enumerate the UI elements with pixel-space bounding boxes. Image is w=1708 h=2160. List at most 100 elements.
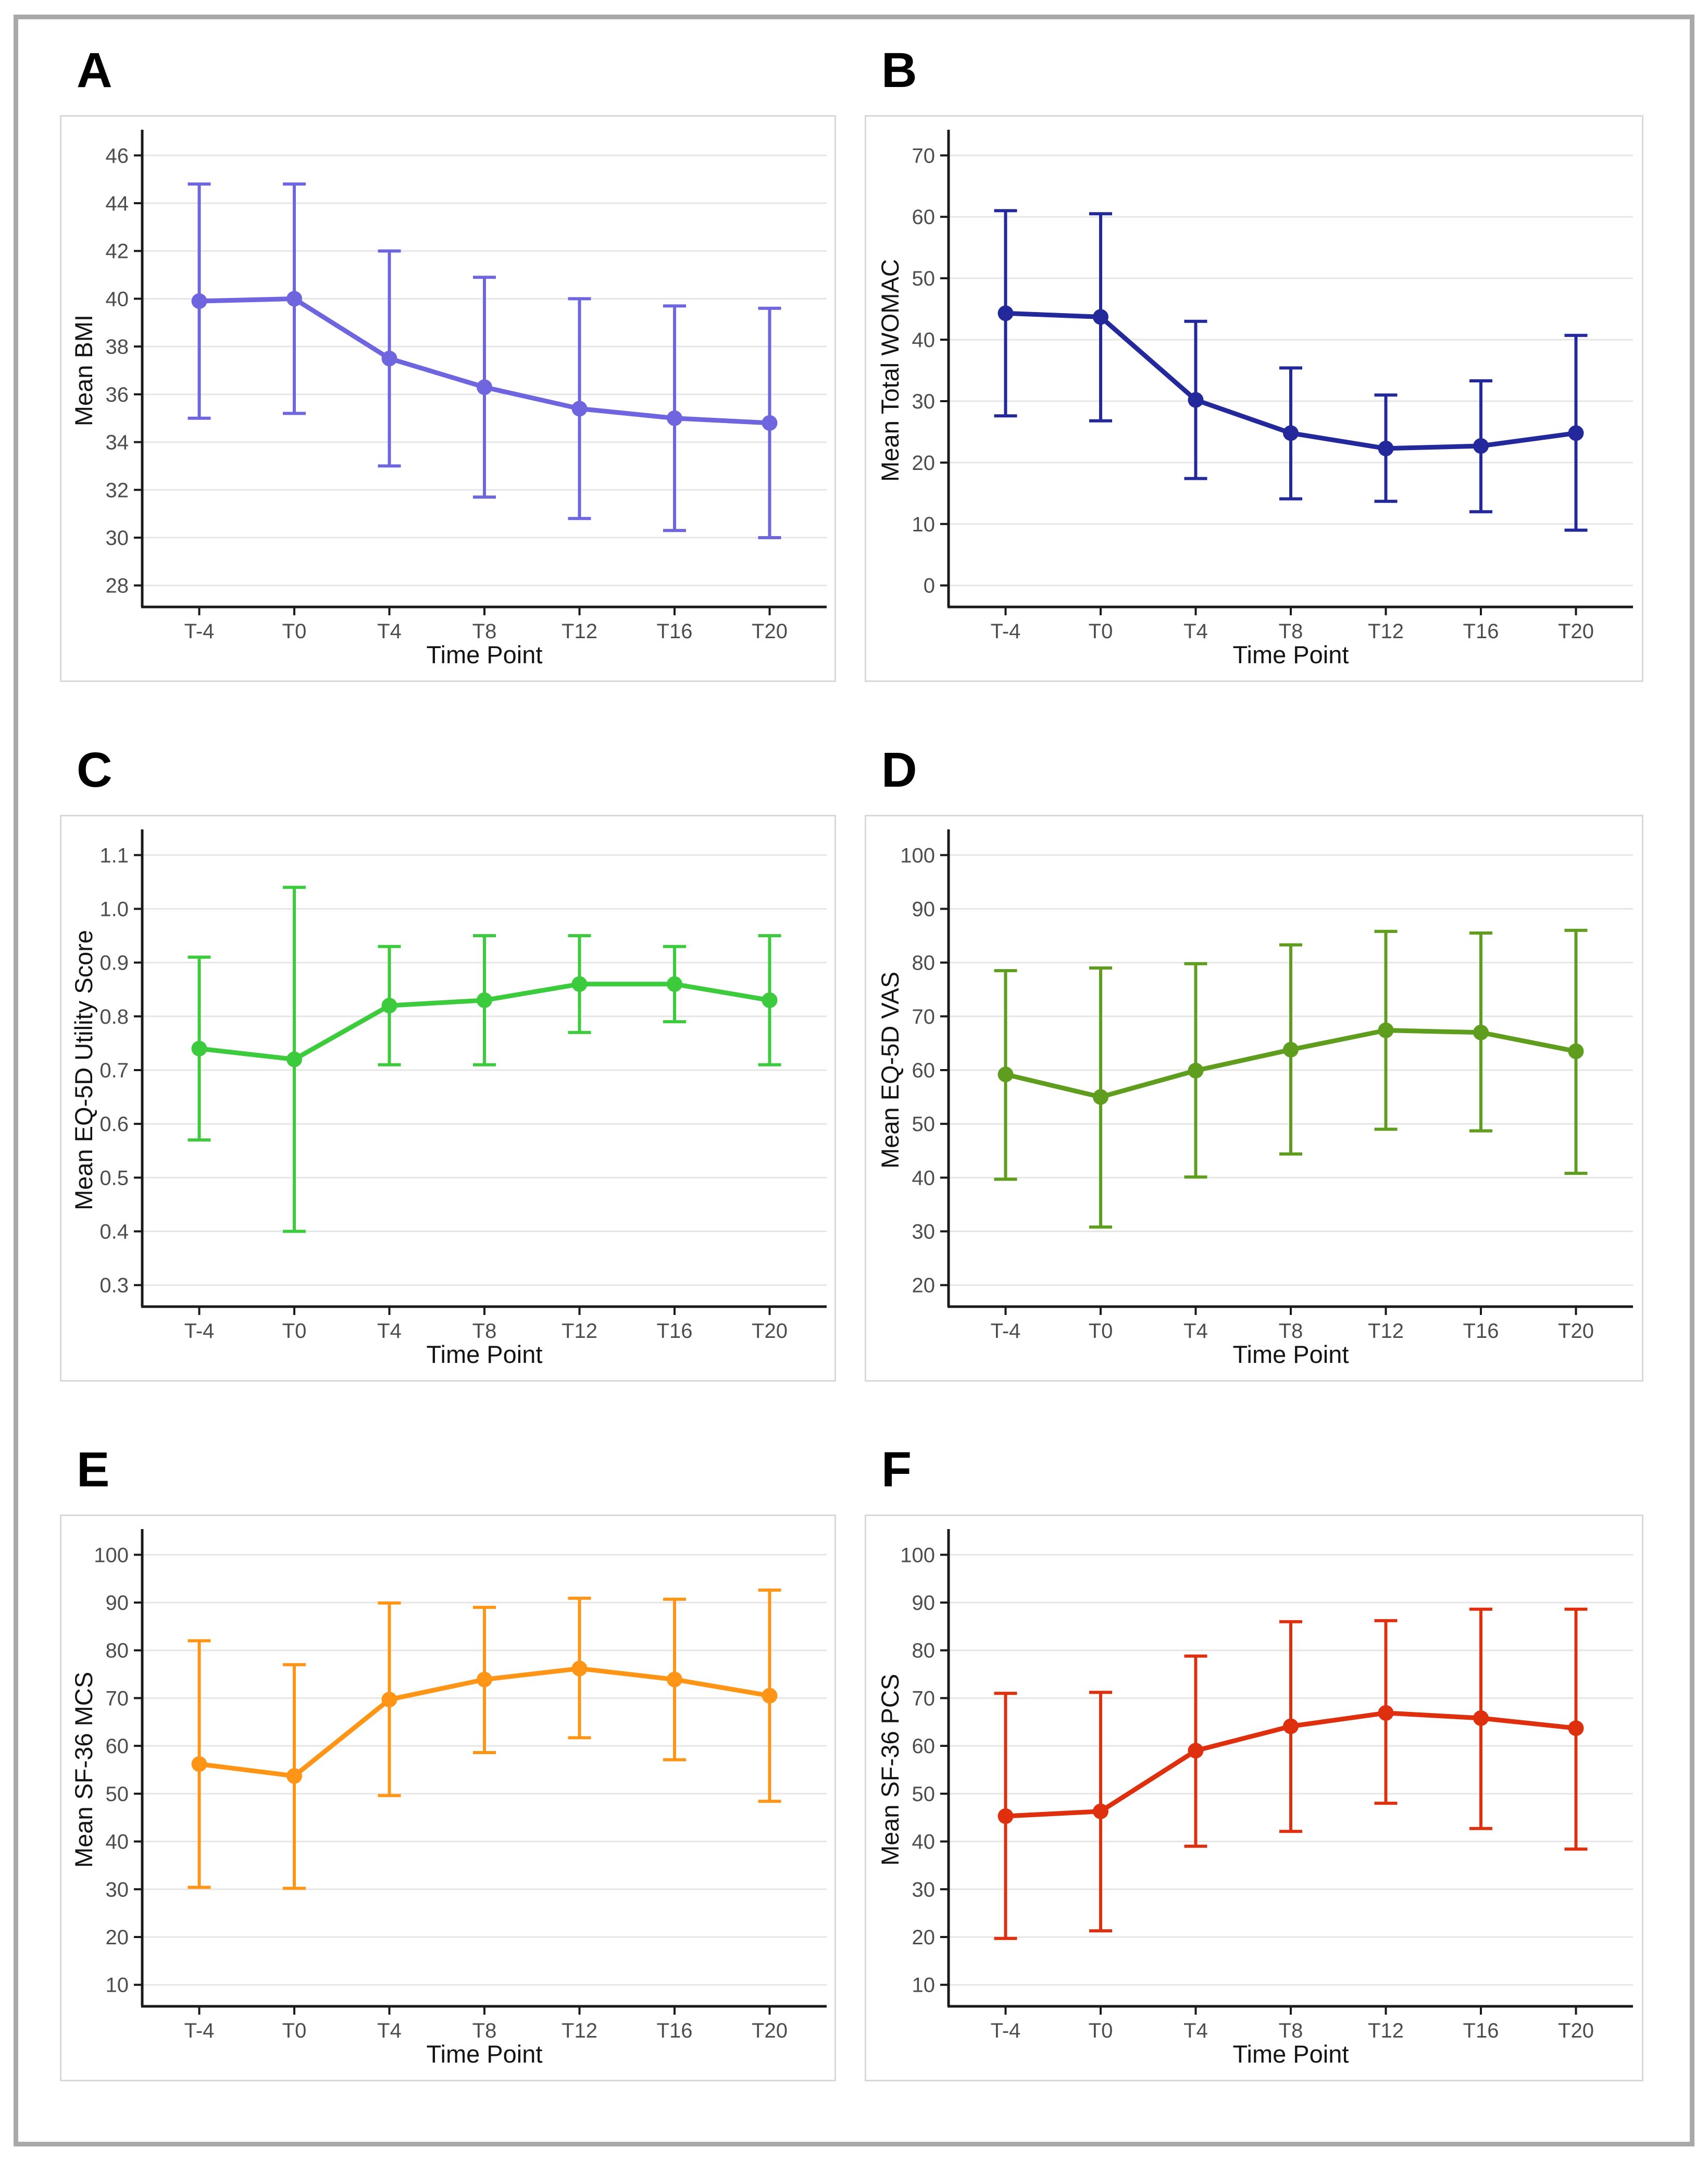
svg-text:T4: T4 (1183, 620, 1208, 643)
x-axis: T-4 T0 T4 T8 T12 T16 T20 (141, 1305, 827, 1343)
error-bars (994, 928, 1587, 1229)
svg-text:T20: T20 (752, 620, 788, 643)
svg-text:T8: T8 (1278, 2019, 1303, 2042)
svg-text:30: 30 (912, 1878, 935, 1901)
y-axis-title: Mean SF-36 MCS (70, 1672, 97, 1868)
svg-text:1.1: 1.1 (99, 844, 129, 867)
svg-text:T16: T16 (1463, 2019, 1499, 2042)
svg-text:50: 50 (106, 1783, 129, 1806)
svg-text:1.0: 1.0 (99, 898, 129, 921)
svg-text:30: 30 (106, 1878, 129, 1901)
x-axis: T-4 T0 T4 T8 T12 T16 T20 (947, 1305, 1633, 1343)
svg-text:T20: T20 (1558, 620, 1594, 643)
svg-text:42: 42 (106, 240, 129, 263)
svg-text:T-4: T-4 (990, 1320, 1020, 1343)
svg-text:T4: T4 (377, 2019, 402, 2042)
data-points (191, 976, 778, 1067)
svg-text:40: 40 (912, 1831, 935, 1854)
svg-text:T20: T20 (1558, 2019, 1594, 2042)
svg-text:T-4: T-4 (184, 2019, 215, 2042)
svg-text:70: 70 (912, 1687, 935, 1710)
svg-text:100: 100 (900, 1544, 935, 1567)
y-axis: 28 30 32 34 36 38 40 42 44 46 (106, 130, 144, 607)
panel-d-letter: D (881, 742, 918, 798)
chart-b-mean-total-womac: 0 10 20 30 40 50 60 70 T-4 T0 T4 T8 T12 T16 T20 Time Po… (876, 130, 1633, 668)
svg-text:0.7: 0.7 (99, 1059, 129, 1082)
y-axis: 10 20 30 40 50 60 70 80 90 100 (94, 1529, 144, 2006)
data-points (998, 305, 1584, 456)
svg-text:60: 60 (912, 1059, 935, 1082)
panel-e: E 10 20 30 40 50 60 70 80 90 100 T-4 T0 T4 T8 T12 T16 T2… (60, 1445, 836, 2081)
panel-e-box: 10 20 30 40 50 60 70 80 90 100 T-4 T0 T4 T8 T12 T16 T20 T… (60, 1515, 836, 2081)
svg-text:30: 30 (912, 1221, 935, 1244)
svg-text:46: 46 (106, 144, 129, 167)
svg-text:60: 60 (106, 1735, 129, 1758)
svg-text:T16: T16 (657, 2019, 693, 2042)
svg-text:40: 40 (912, 329, 935, 352)
svg-text:0.6: 0.6 (99, 1113, 129, 1136)
chart-a-mean-bmi: 28 30 32 34 36 38 40 42 44 46 T-4 T0 T4 T8 T12 T16 T20 Ti… (70, 130, 827, 668)
svg-text:T0: T0 (282, 2019, 307, 2042)
svg-text:T16: T16 (657, 1320, 693, 1343)
chart-d-mean-eq5d-vas: 20 30 40 50 60 70 80 90 100 T-4 T0 T4 T8 T12 T16 T20 Tim… (876, 829, 1633, 1368)
svg-text:T12: T12 (1368, 620, 1404, 643)
svg-text:70: 70 (912, 1005, 935, 1028)
svg-text:70: 70 (912, 144, 935, 167)
data-points (191, 291, 778, 431)
svg-text:90: 90 (912, 1592, 935, 1615)
y-axis: 0 10 20 30 40 50 60 70 (912, 130, 950, 607)
x-axis-title: Time Point (427, 641, 543, 668)
svg-text:0.3: 0.3 (99, 1274, 129, 1297)
x-axis: T-4 T0 T4 T8 T12 T16 T20 (141, 2005, 827, 2042)
svg-text:34: 34 (106, 431, 129, 454)
panel-grid: A 28 30 32 34 36 38 40 42 44 46 T-4 T0 T4 T8 T12 T16 T20… (60, 46, 1643, 2081)
x-axis-title: Time Point (1232, 2040, 1349, 2068)
svg-text:40: 40 (106, 288, 129, 311)
svg-text:T8: T8 (472, 2019, 497, 2042)
svg-text:T4: T4 (377, 620, 402, 643)
x-axis-title: Time Point (1232, 641, 1349, 668)
svg-text:0.4: 0.4 (99, 1221, 129, 1244)
y-axis-title: Mean Total WOMAC (876, 259, 904, 481)
x-axis-title: Time Point (427, 2040, 543, 2068)
svg-text:90: 90 (106, 1592, 129, 1615)
svg-text:80: 80 (106, 1640, 129, 1662)
svg-text:T-4: T-4 (990, 620, 1020, 643)
svg-text:T-4: T-4 (184, 1320, 215, 1343)
svg-text:50: 50 (912, 1783, 935, 1806)
svg-text:T0: T0 (1088, 2019, 1113, 2042)
svg-text:50: 50 (912, 1113, 935, 1136)
svg-text:38: 38 (106, 336, 129, 358)
svg-text:T12: T12 (1368, 1320, 1404, 1343)
svg-text:30: 30 (912, 390, 935, 413)
svg-text:28: 28 (106, 575, 129, 598)
x-axis: T-4 T0 T4 T8 T12 T16 T20 (141, 605, 827, 643)
panel-f-letter: F (881, 1442, 913, 1497)
svg-text:44: 44 (106, 192, 129, 215)
data-points (998, 1022, 1584, 1105)
svg-text:90: 90 (912, 898, 935, 921)
svg-text:20: 20 (106, 1926, 129, 1949)
svg-text:60: 60 (912, 206, 935, 229)
svg-text:0.5: 0.5 (99, 1166, 129, 1189)
error-bars (188, 182, 781, 539)
svg-text:T16: T16 (1463, 1320, 1499, 1343)
svg-text:T8: T8 (472, 1320, 497, 1343)
panel-b-letter: B (881, 43, 918, 98)
svg-text:T8: T8 (472, 620, 497, 643)
svg-text:T-4: T-4 (990, 2019, 1020, 2042)
y-axis: 20 30 40 50 60 70 80 90 100 (900, 829, 950, 1307)
panel-d-box: 20 30 40 50 60 70 80 90 100 T-4 T0 T4 T8 T12 T16 T20 Tim… (865, 815, 1643, 1382)
svg-text:T0: T0 (1088, 1320, 1113, 1343)
svg-text:50: 50 (912, 267, 935, 290)
svg-text:T0: T0 (1088, 620, 1113, 643)
gridlines (948, 154, 1633, 587)
svg-text:40: 40 (912, 1166, 935, 1189)
svg-text:20: 20 (912, 1274, 935, 1297)
panel-c-letter: C (77, 742, 113, 798)
x-axis: T-4 T0 T4 T8 T12 T16 T20 (947, 605, 1633, 643)
svg-text:T12: T12 (562, 2019, 597, 2042)
panel-c-box: 0.3 0.4 0.5 0.6 0.7 0.8 0.9 1.0 1.1 T-4 T0 T4 T8 T12 T… (60, 815, 836, 1382)
svg-text:20: 20 (912, 1926, 935, 1949)
